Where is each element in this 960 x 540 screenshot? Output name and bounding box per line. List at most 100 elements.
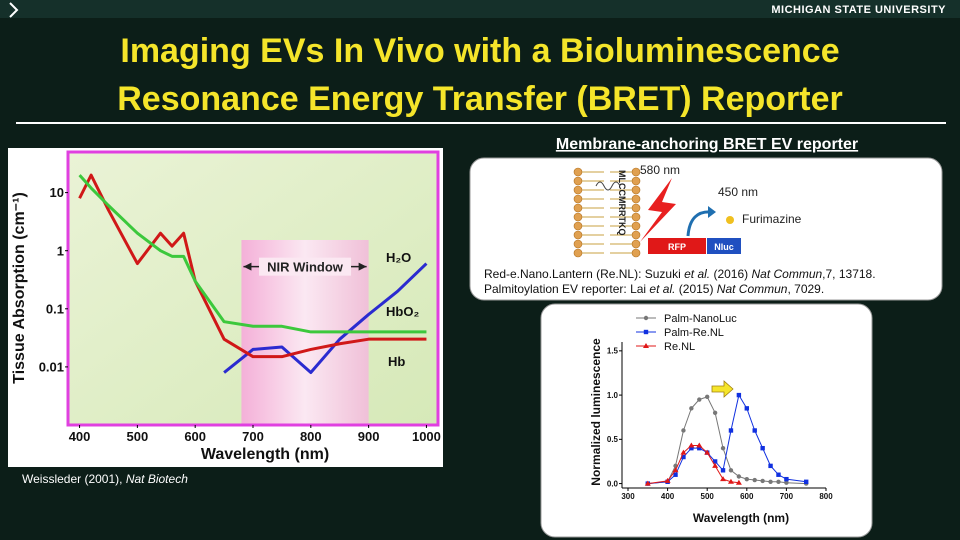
ref-text: ,7, 13718.	[822, 267, 875, 281]
substrate-dot	[726, 216, 734, 224]
marker	[752, 477, 757, 483]
top-bar	[0, 0, 960, 18]
y-tick-label: 1.5	[607, 347, 619, 356]
legend-label: Palm-Re.NL	[664, 327, 724, 339]
marker	[681, 454, 686, 460]
diagram-heading: Membrane-anchoring BRET EV reporter	[556, 136, 858, 153]
series-line	[78, 173, 427, 359]
window-label-bg	[259, 257, 352, 276]
x-tick-label: 700	[780, 492, 794, 501]
nav-icon[interactable]	[9, 2, 19, 18]
marker	[673, 472, 678, 477]
marker	[644, 480, 651, 486]
emission-label: 450 nm	[718, 185, 758, 199]
ref-text: , 7029.	[787, 282, 824, 296]
marker	[735, 479, 742, 485]
marker	[744, 476, 749, 482]
marker	[712, 462, 719, 468]
marker	[752, 428, 757, 433]
ref-text: Nat Commun	[717, 282, 788, 296]
y-axis-label: Tissue Absorption (cm⁻¹)	[11, 192, 28, 384]
marker	[680, 449, 687, 455]
emission-wave	[595, 181, 621, 191]
marker	[728, 428, 734, 433]
marker	[720, 468, 726, 473]
x-axis-label: Wavelength (nm)	[201, 446, 329, 463]
marker	[704, 449, 711, 455]
diagram-box	[469, 157, 943, 301]
marker	[760, 478, 765, 484]
x-tick-label: 1000	[412, 429, 441, 444]
logo: MICHIGAN STATE UNIVERSITY	[771, 4, 946, 16]
x-tick-label: 600	[184, 429, 206, 444]
caption: Weissleder (2001), Nat Biotech	[22, 472, 188, 486]
marker	[681, 428, 686, 433]
marker	[784, 476, 789, 482]
rfp-box	[648, 238, 706, 254]
x-tick-label: 400	[661, 492, 675, 501]
membrane	[573, 167, 641, 258]
title-line: Imaging EVs In Vivo with a Bioluminescen…	[120, 32, 839, 70]
marker	[720, 445, 726, 451]
y-tick-label: 0.01	[39, 359, 64, 374]
y-tick-label: 0.5	[607, 435, 619, 444]
nluc-label: Nluc	[714, 242, 734, 252]
ref-text: Palmitoylation EV reporter: Lai	[484, 282, 649, 296]
ref-text: (2015)	[675, 282, 716, 296]
marker	[712, 459, 718, 464]
figure-bg	[540, 303, 873, 538]
reference: Palmitoylation EV reporter: Lai et al. (…	[484, 282, 824, 296]
marker	[697, 397, 702, 402]
marker	[728, 468, 734, 473]
y-tick-label: 0.0	[607, 479, 619, 488]
y-tick-label: 10	[50, 185, 64, 200]
caption-text: Nat Biotech	[126, 472, 188, 486]
x-tick-label: 500	[701, 492, 715, 501]
marker	[664, 477, 671, 483]
y-axis-label: Normalized luminescence	[589, 338, 603, 486]
marker	[696, 442, 703, 448]
substrate-label: Furimazine	[742, 212, 802, 226]
x-tick-label: 300	[621, 492, 635, 501]
marker	[784, 480, 789, 485]
ref-text: et al.	[649, 282, 675, 296]
x-tick-label: 500	[127, 429, 149, 444]
marker	[688, 442, 695, 448]
marker	[697, 445, 702, 451]
marker	[744, 406, 749, 411]
series-label: H₂O	[386, 250, 411, 265]
reference: Red-e.Nano.Lantern (Re.NL): Suzuki et al…	[484, 267, 876, 281]
legend-marker	[643, 315, 649, 321]
lightning	[640, 178, 676, 242]
x-tick-label: 800	[300, 429, 322, 444]
legend-label: Palm-NanoLuc	[664, 313, 737, 325]
series-label: Hb	[388, 354, 405, 369]
marker	[712, 410, 718, 415]
marker	[727, 478, 734, 484]
marker	[672, 467, 679, 473]
ref-text: Red-e.Nano.Lantern (Re.NL): Suzuki	[484, 267, 684, 281]
y-tick-label: 0.1	[46, 301, 64, 316]
marker	[689, 445, 694, 451]
marker	[776, 479, 781, 485]
marker	[736, 474, 742, 479]
marker	[760, 445, 765, 451]
caption-text: Weissleder (2001),	[22, 472, 126, 486]
rfp-label: RFP	[668, 242, 686, 252]
marker	[776, 472, 781, 477]
x-tick-label: 800	[819, 492, 833, 501]
window-label: NIR Window	[267, 260, 344, 275]
ref-text: Nat Commun	[751, 267, 822, 281]
series-label: HbO₂	[386, 304, 419, 319]
shift-arrow	[711, 380, 734, 398]
x-tick-label: 900	[358, 429, 380, 444]
legend-marker	[643, 329, 649, 335]
peptide-label: MLCCMRRTKQ	[617, 170, 627, 236]
emission-label: 580 nm	[640, 163, 680, 177]
nluc-box	[707, 238, 741, 254]
marker	[804, 479, 809, 485]
series-line	[223, 262, 428, 375]
marker	[768, 463, 773, 469]
